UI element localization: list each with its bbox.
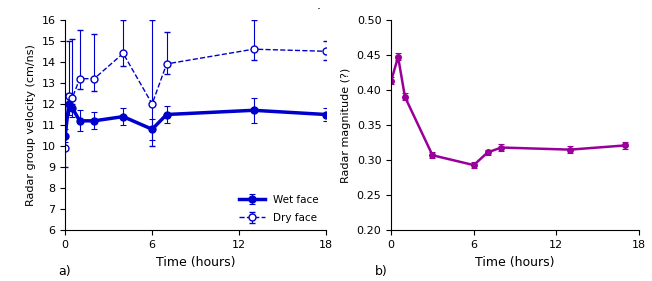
Y-axis label: Radar magnitude (?): Radar magnitude (?): [341, 67, 351, 183]
Text: a): a): [59, 265, 71, 278]
Text: b): b): [375, 265, 388, 278]
X-axis label: Time (hours): Time (hours): [475, 256, 555, 269]
X-axis label: Time (hours): Time (hours): [156, 256, 235, 269]
Text: .: .: [317, 0, 321, 12]
Legend: Wet face, Dry face: Wet face, Dry face: [235, 191, 323, 227]
Y-axis label: Radar group velocity (cm/ns): Radar group velocity (cm/ns): [26, 44, 36, 206]
